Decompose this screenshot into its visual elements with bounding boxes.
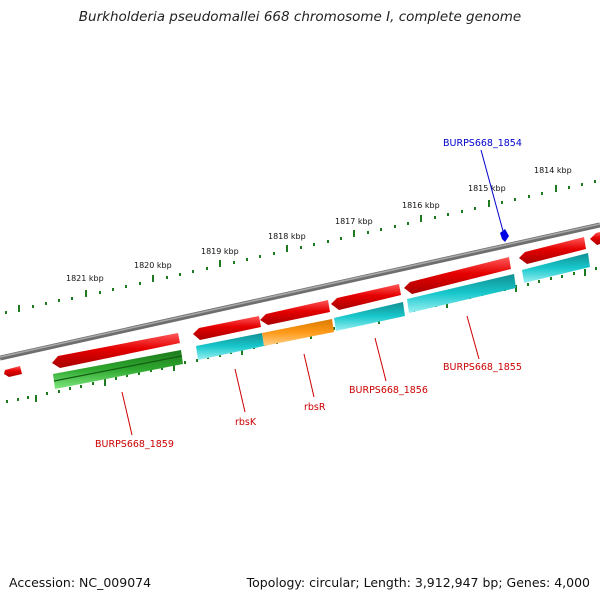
genome-summary-text: Topology: circular; Length: 3,912,947 bp… — [246, 575, 590, 590]
ruler-label-1815: 1815 kbp — [468, 184, 506, 193]
feature-burps668-1855-reverse[interactable] — [407, 274, 516, 313]
ruler-label-1814: 1814 kbp — [534, 166, 572, 175]
ruler-label-1821: 1821 kbp — [66, 274, 104, 283]
feature-rbsr-forward[interactable] — [260, 300, 330, 325]
ruler-label-1820: 1820 kbp — [134, 261, 172, 270]
gene-label-burps668-1855[interactable]: BURPS668_1855 — [443, 362, 522, 373]
leader-burps668-1855 — [466, 315, 480, 360]
leader-lines — [121, 149, 504, 436]
genome-backbone — [0, 222, 600, 361]
gene-label-rbsk[interactable]: rbsK — [235, 417, 257, 428]
gene-label-rbsr[interactable]: rbsR — [304, 402, 326, 413]
leader-burps668-1854 — [480, 149, 504, 232]
gene-label-burps668-1856[interactable]: BURPS668_1856 — [349, 385, 428, 396]
feature-rbsk-forward[interactable] — [193, 316, 261, 340]
feature-burps668-1859-trna-divider — [53, 355, 183, 382]
feature-burps668-1856-forward[interactable] — [331, 284, 401, 310]
feature-left-edge[interactable] — [4, 366, 22, 377]
feature-right-1[interactable] — [519, 237, 586, 264]
leader-rbsr — [303, 353, 315, 398]
feature-burps668-1854-marker[interactable] — [500, 229, 509, 242]
gene-label-burps668-1854[interactable]: BURPS668_1854 — [443, 138, 522, 149]
ruler-label-1816: 1816 kbp — [402, 201, 440, 210]
outer-ruler — [5, 180, 596, 314]
leader-burps668-1856 — [374, 337, 387, 382]
forward-strand-features — [4, 232, 600, 377]
reverse-strand-features — [53, 253, 590, 389]
feature-rbsk-reverse[interactable] — [196, 333, 264, 360]
feature-burps668-1855-forward[interactable] — [404, 257, 511, 294]
map-title: Burkholderia pseudomallei 668 chromosome… — [78, 9, 522, 25]
genome-backbone-highlight — [0, 223, 600, 358]
feature-burps668-1859-forward[interactable] — [52, 333, 180, 368]
accession-text: Accession: NC_009074 — [9, 575, 152, 590]
gene-label-burps668-1859[interactable]: BURPS668_1859 — [95, 439, 174, 450]
leader-burps668-1859 — [121, 391, 133, 436]
ruler-label-1819: 1819 kbp — [201, 247, 239, 256]
ruler-label-1818: 1818 kbp — [268, 232, 306, 241]
feature-burps668-1856-reverse[interactable] — [334, 302, 405, 331]
feature-burps668-1859-trna[interactable] — [53, 350, 183, 389]
feature-right-reverse[interactable] — [522, 253, 590, 283]
feature-right-edge[interactable] — [590, 232, 600, 245]
leader-rbsk — [234, 368, 246, 413]
ruler-label-1817: 1817 kbp — [335, 217, 373, 226]
feature-rbsr-rrna[interactable] — [262, 319, 334, 346]
